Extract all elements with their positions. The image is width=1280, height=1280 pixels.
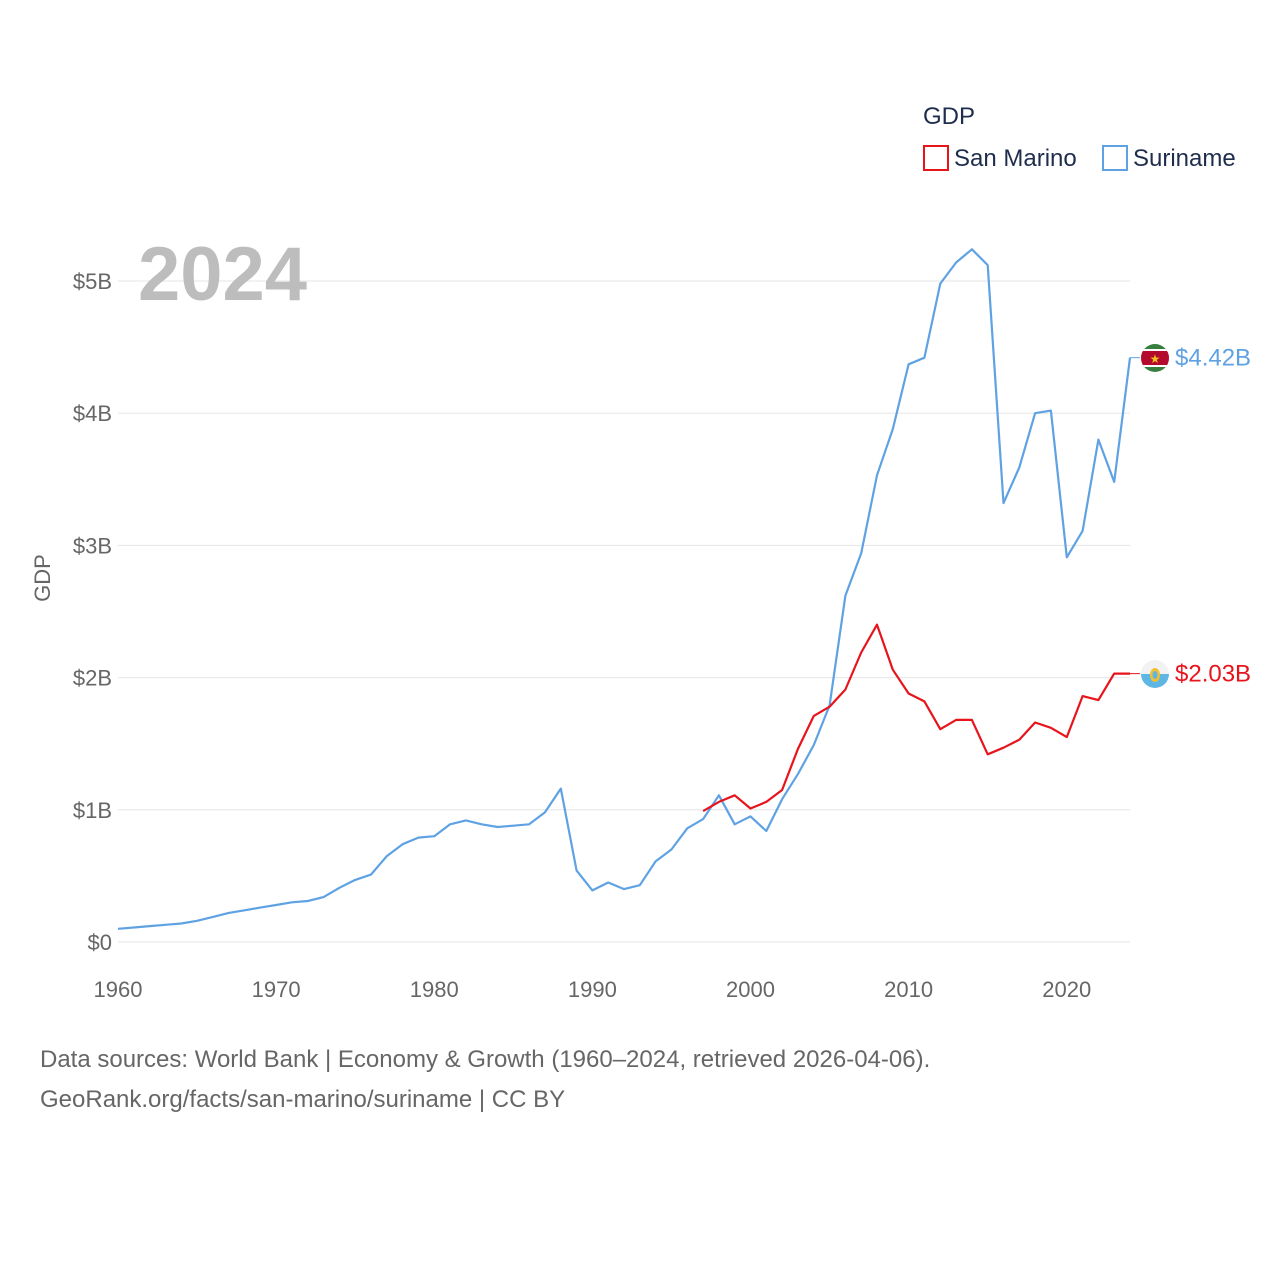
footer: Data sources: World Bank | Economy & Gro… — [40, 1040, 1240, 1120]
y-tick-label: $0 — [88, 930, 112, 955]
year-label: 2024 — [138, 232, 307, 317]
series-line-suriname — [117, 248, 1132, 930]
y-tick-label: $4B — [73, 401, 112, 426]
legend-label-suriname: Suriname — [1133, 145, 1236, 172]
x-tick-label: 1990 — [568, 977, 617, 1002]
legend-label-san-marino: San Marino — [954, 145, 1077, 172]
x-tick-label: 1980 — [410, 977, 459, 1002]
legend: GDP San Marino Suriname — [923, 103, 1236, 172]
suriname-flag-icon: ★ — [1141, 344, 1169, 372]
y-axis-title: GDP — [30, 554, 55, 602]
end-label-suriname: $4.42B — [1175, 345, 1251, 372]
legend-item-san-marino[interactable]: San Marino — [923, 145, 1077, 172]
x-tick-label: 2020 — [1042, 977, 1091, 1002]
x-tick-label: 1970 — [252, 977, 301, 1002]
footer-sources: Data sources: World Bank | Economy & Gro… — [40, 1046, 931, 1073]
y-tick-label: $3B — [73, 533, 112, 558]
x-tick-label: 1960 — [94, 977, 143, 1002]
y-tick-label: $1B — [73, 798, 112, 823]
gridlines — [118, 280, 1130, 943]
y-axis-ticks: $0 $1B $2B $3B $4B $5B — [73, 269, 112, 955]
x-axis-ticks: 1960 1970 1980 1990 2000 2010 2020 — [94, 977, 1092, 1002]
footer-link[interactable]: GeoRank.org/facts/san-marino/suriname | … — [40, 1086, 566, 1113]
series-lines — [117, 248, 1132, 930]
x-tick-label: 2010 — [884, 977, 933, 1002]
end-label-san-marino: $2.03B — [1175, 661, 1251, 688]
series-line-san-marino — [702, 623, 1130, 813]
y-tick-label: $2B — [73, 666, 112, 691]
san-marino-flag-icon — [1141, 660, 1169, 688]
legend-item-suriname[interactable]: Suriname — [1102, 145, 1236, 172]
legend-swatch-suriname — [1102, 145, 1128, 171]
legend-title: GDP — [923, 103, 975, 130]
y-tick-label: $5B — [73, 269, 112, 294]
x-tick-label: 2000 — [726, 977, 775, 1002]
svg-text:★: ★ — [1150, 352, 1161, 366]
legend-swatch-san-marino — [923, 145, 949, 171]
end-labels: $4.42B $2.03B — [1130, 345, 1251, 688]
